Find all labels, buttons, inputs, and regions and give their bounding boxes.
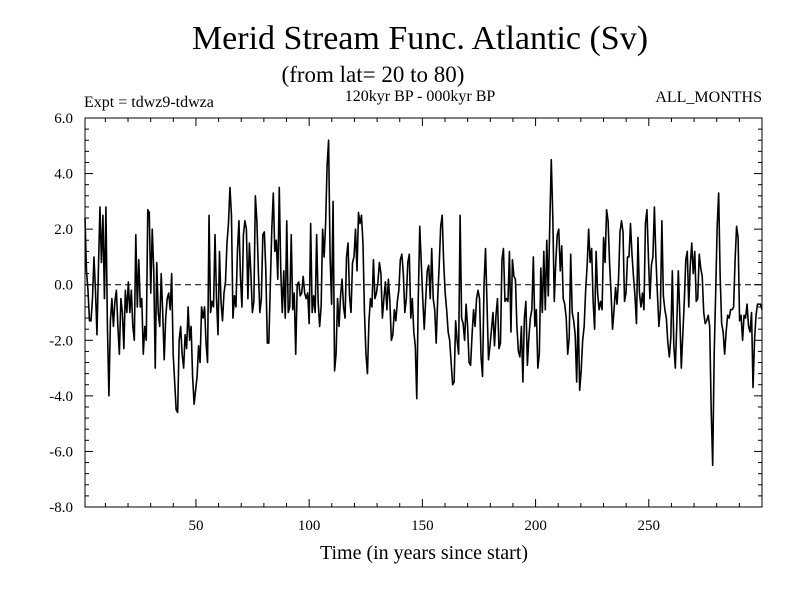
x-tick-label: 150 [411, 518, 434, 534]
x-axis-tick-labels: 50 100 150 200 250 [188, 518, 660, 534]
experiment-label: Expt = tdwz9-tdwza [84, 94, 214, 111]
y-tick-label: 2.0 [54, 222, 73, 238]
y-tick-label: 0.0 [54, 278, 73, 294]
plot-area-frame [84, 117, 763, 508]
x-tick-label: 200 [524, 518, 547, 534]
data-series-line [84, 139, 763, 467]
y-tick-label: 4.0 [54, 167, 73, 183]
x-axis-label: Time (in years since start) [320, 542, 528, 564]
time-range-label: 120kyr BP - 000kyr BP [345, 88, 496, 105]
y-tick-label: -4.0 [49, 389, 73, 405]
x-tick-label: 50 [188, 518, 203, 534]
axis-ticks [85, 117, 762, 508]
y-axis-tick-labels: -8.0 -6.0 -4.0 -2.0 0.0 2.0 4.0 6.0 [49, 111, 73, 516]
x-tick-label: 250 [638, 518, 661, 534]
y-tick-label: -6.0 [49, 444, 73, 460]
x-tick-label: 100 [298, 518, 321, 534]
chart-title: Merid Stream Func. Atlantic (Sv) [192, 20, 648, 57]
y-tick-label: -2.0 [49, 333, 73, 349]
chart-subtitle: (from lat= 20 to 80) [282, 62, 465, 87]
y-tick-label: 6.0 [54, 111, 73, 127]
months-label: ALL_MONTHS [655, 89, 762, 106]
y-tick-label: -8.0 [49, 500, 73, 516]
